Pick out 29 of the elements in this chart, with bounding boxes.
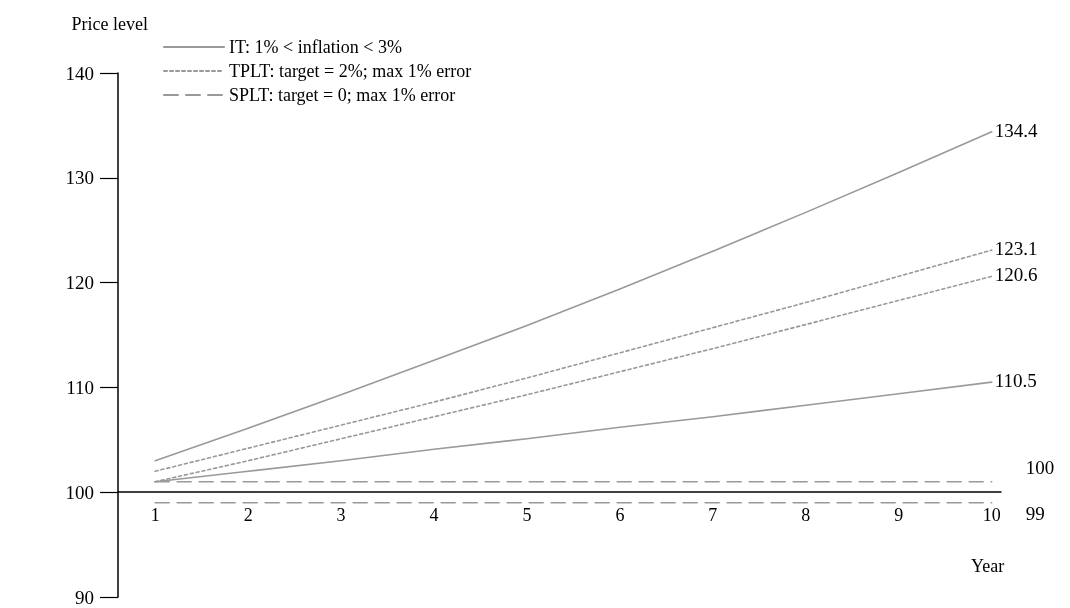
x-axis-title: Year — [971, 556, 1005, 576]
legend-label: IT: 1% < inflation < 3% — [229, 37, 402, 57]
y-axis-title: Price level — [71, 14, 148, 34]
x-tick-label: 7 — [708, 505, 718, 526]
data-label: 110.5 — [994, 370, 1037, 392]
data-label: 120.6 — [994, 264, 1038, 286]
x-tick-label: 2 — [243, 505, 253, 526]
x-tick-label: 1 — [150, 505, 160, 526]
line-series — [154, 249, 993, 473]
y-tick-label: 100 — [65, 481, 94, 503]
annotation: 100 — [1025, 456, 1055, 478]
data-label: 123.1 — [994, 238, 1038, 260]
x-tick-label: 4 — [429, 505, 439, 526]
x-tick-label: 5 — [522, 505, 532, 526]
legend-label: SPLT: target = 0; max 1% error — [229, 85, 456, 105]
legend-label: TPLT: target = 2%; max 1% error — [229, 61, 472, 81]
x-tick-label: 6 — [615, 505, 625, 526]
x-tick-label: 9 — [894, 505, 904, 526]
y-tick-label: 110 — [66, 376, 94, 398]
y-tick-label: 90 — [75, 586, 94, 608]
x-tick-label: 8 — [801, 505, 811, 526]
y-tick-label: 120 — [65, 272, 94, 294]
line-series — [154, 130, 993, 462]
y-tick-label: 140 — [65, 62, 94, 84]
y-tick-label: 130 — [65, 167, 94, 189]
x-tick-label: 10 — [982, 505, 1001, 526]
x-tick-label: 3 — [336, 505, 346, 526]
data-label: 134.4 — [994, 119, 1038, 141]
annotation: 99 — [1025, 502, 1045, 524]
